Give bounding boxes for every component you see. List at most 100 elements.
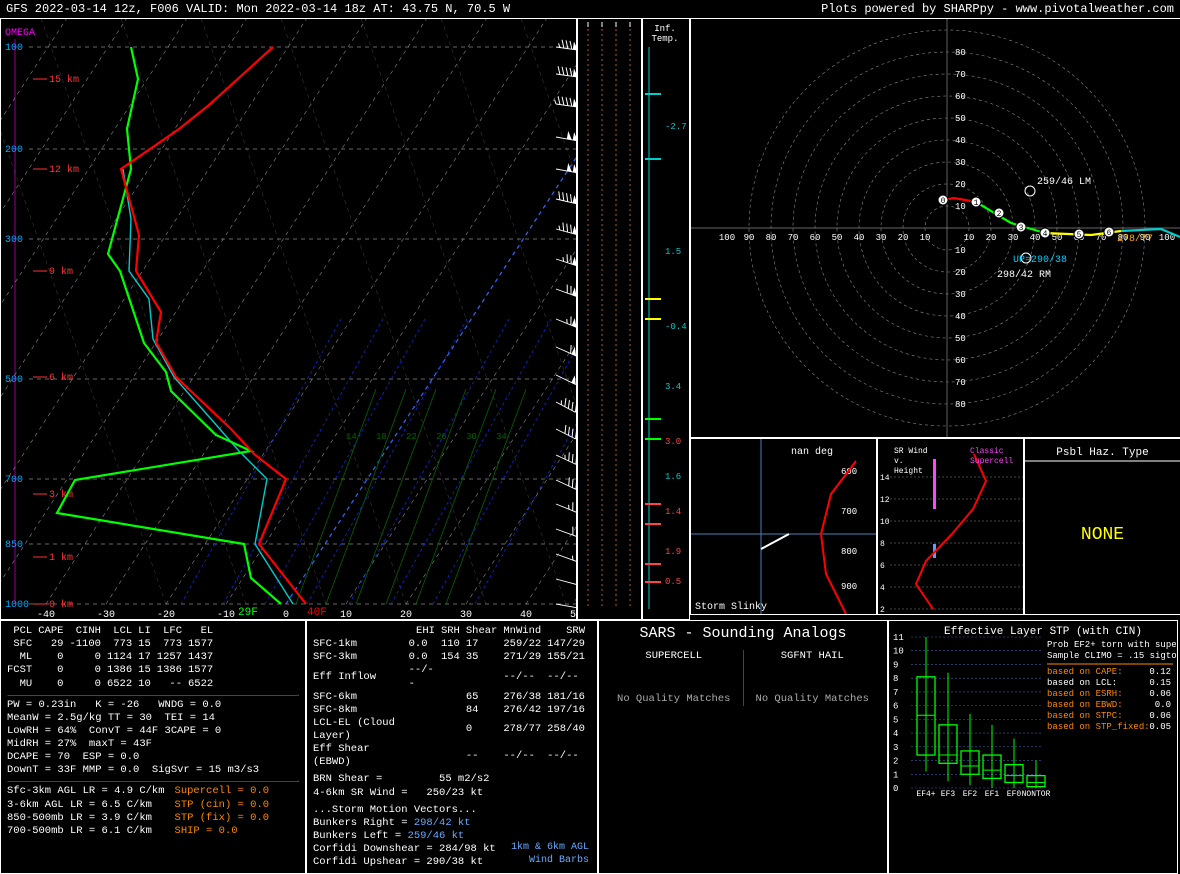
svg-text:Prob EF2+ torn with supercell: Prob EF2+ torn with supercell [1047,640,1177,650]
svg-text:0: 0 [941,197,946,206]
svg-text:1.5: 1.5 [665,247,681,257]
slinky-svg: nan deg600700800900Storm Slinky [691,439,876,614]
svg-text:0: 0 [893,784,898,794]
svg-text:NONTOR: NONTOR [1022,790,1051,798]
svg-text:298/42 RM: 298/42 RM [997,269,1051,281]
sars-hail-msg: No Quality Matches [744,693,882,706]
main-panels: 10008507005003002001000 km1 km3 km6 km9 … [0,18,1180,620]
srwind-svg: 2468101214SR Windv.HeightClassicSupercel… [878,439,1023,614]
composite-block: Supercell = 0.0STP (cin) = 0.0STP (fix) … [175,785,270,838]
svg-text:0.06: 0.06 [1149,711,1171,721]
header-left: GFS 2022-03-14 12z, F006 VALID: Mon 2022… [6,2,510,16]
svg-text:50: 50 [955,334,966,344]
svg-text:10: 10 [880,518,890,527]
svg-text:100: 100 [5,43,23,54]
svg-text:40: 40 [854,233,865,243]
stp-box: Effective Layer STP (with CIN)0123456789… [888,620,1178,874]
inftemp-svg: Inf.Temp.-2.71.5-0.43.43.01.61.41.90.5 [643,19,689,619]
svg-text:Classic: Classic [970,447,1004,456]
svg-text:8: 8 [880,540,885,549]
sars-supercell-msg: No Quality Matches [605,693,743,706]
svg-text:80: 80 [766,233,777,243]
svg-text:30: 30 [876,233,887,243]
svg-text:0: 0 [283,610,289,619]
svg-text:70: 70 [955,70,966,80]
svg-text:500: 500 [5,375,23,386]
svg-text:40: 40 [955,136,966,146]
sars-supercell-header: SUPERCELL [605,650,743,663]
svg-text:based on LCL:: based on LCL: [1047,678,1117,688]
sars-title: SARS - Sounding Analogs [605,625,881,644]
svg-text:14: 14 [346,432,357,442]
svg-text:12: 12 [880,496,890,505]
shear-table: EHISRHShearMnWindSRWSFC-1km0.011017259/2… [313,625,591,869]
slinky-panel: nan deg600700800900Storm Slinky [690,438,877,615]
svg-text:3: 3 [893,743,898,753]
svg-text:Height: Height [894,467,923,476]
svg-text:60: 60 [955,92,966,102]
svg-text:40: 40 [1030,233,1041,243]
svg-text:4: 4 [880,584,885,593]
svg-text:40F: 40F [307,607,327,619]
svg-text:34: 34 [496,432,507,442]
svg-text:based on ESRH:: based on ESRH: [1047,689,1123,699]
svg-text:3.4: 3.4 [665,382,681,392]
svg-text:Psbl Haz. Type: Psbl Haz. Type [1056,447,1148,459]
svg-text:30: 30 [1008,233,1019,243]
svg-text:0.12: 0.12 [1149,667,1171,677]
svg-text:20: 20 [898,233,909,243]
svg-text:40: 40 [520,610,532,619]
svg-text:4: 4 [1043,230,1048,239]
svg-text:30: 30 [466,432,477,442]
svg-text:50: 50 [570,610,576,619]
svg-text:Supercell: Supercell [970,457,1013,466]
header-right: Plots powered by SHARPpy - www.pivotalwe… [821,2,1174,16]
svg-text:Temp.: Temp. [651,34,678,44]
svg-text:22: 22 [406,432,417,442]
svg-text:40: 40 [955,312,966,322]
svg-text:15 km: 15 km [49,74,79,86]
svg-text:800: 800 [841,547,857,557]
svg-text:7: 7 [893,688,898,698]
svg-text:UP=290/38: UP=290/38 [1013,254,1067,266]
svg-text:11: 11 [893,633,904,643]
srwind-panel: 2468101214SR Windv.HeightClassicSupercel… [877,438,1024,615]
svg-text:700: 700 [5,475,23,486]
svg-text:-10: -10 [217,610,235,619]
svg-text:60: 60 [810,233,821,243]
svg-text:18: 18 [376,432,387,442]
thermo-block: PW = 0.23in K = -26 WNDG = 0.0 MeanW = 2… [7,699,299,778]
svg-text:12 km: 12 km [49,164,79,176]
svg-text:2: 2 [997,210,1002,219]
svg-text:1.4: 1.4 [665,507,681,517]
svg-text:based on EBWD:: based on EBWD: [1047,700,1123,710]
svg-text:50: 50 [832,233,843,243]
svg-text:based on CAPE:: based on CAPE: [1047,667,1123,677]
svg-text:-2.7: -2.7 [665,122,687,132]
theta-panel [577,18,642,620]
svg-text:5: 5 [1077,231,1082,240]
hodo-panel: 1010202030304040505060607070808090901001… [690,18,1180,438]
svg-text:6: 6 [893,702,898,712]
svg-text:4: 4 [893,729,898,739]
svg-text:14: 14 [880,474,890,483]
svg-text:10: 10 [340,610,352,619]
skewt-panel: 10008507005003002001000 km1 km3 km6 km9 … [0,18,577,620]
svg-text:1: 1 [974,199,979,208]
svg-text:2: 2 [880,606,885,614]
svg-text:-30: -30 [97,610,115,619]
shear-box: EHISRHShearMnWindSRWSFC-1km0.011017259/2… [306,620,598,874]
svg-text:1: 1 [893,770,898,780]
stp-svg: Effective Layer STP (with CIN)0123456789… [891,623,1177,798]
svg-text:EF1: EF1 [985,790,1000,798]
bottom-panels: PCLCAPECINHLCLLILFCELSFC29-1100773157731… [0,620,1180,874]
svg-text:30: 30 [955,290,966,300]
svg-text:700: 700 [841,507,857,517]
svg-text:0.05: 0.05 [1149,722,1171,732]
svg-text:3.0: 3.0 [665,437,681,447]
svg-text:3: 3 [1019,224,1024,233]
svg-text:v.: v. [894,457,904,466]
svg-text:259/46 LM: 259/46 LM [1037,176,1091,188]
svg-text:10: 10 [893,647,904,657]
svg-text:100: 100 [719,233,735,243]
